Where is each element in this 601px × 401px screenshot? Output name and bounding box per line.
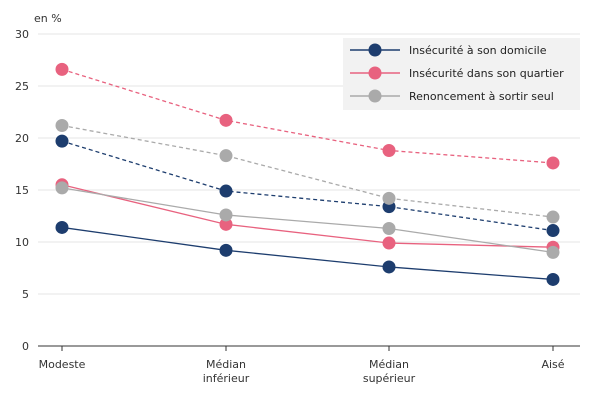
x-tick-label: Médian supérieur xyxy=(363,358,416,385)
data-point xyxy=(382,260,396,274)
data-point xyxy=(219,243,233,257)
legend: Insécurité à son domicile Insécurité dans… xyxy=(343,38,580,110)
data-point xyxy=(219,208,233,222)
data-point xyxy=(55,220,69,234)
y-tick-label: 0 xyxy=(22,340,29,353)
data-point xyxy=(546,272,560,286)
data-point xyxy=(55,134,69,148)
data-point xyxy=(382,143,396,157)
data-point xyxy=(546,210,560,224)
data-point xyxy=(382,236,396,250)
y-tick-label: 25 xyxy=(15,80,29,93)
data-point xyxy=(55,62,69,76)
y-tick-label: 10 xyxy=(15,236,29,249)
data-point xyxy=(382,191,396,205)
y-axis-ticks: 0 5 10 15 20 25 30 xyxy=(15,28,29,353)
y-tick-label: 15 xyxy=(15,184,29,197)
series-line xyxy=(61,184,554,248)
x-axis-ticks: Modeste Médian inférieur Médian supérieur Ais… xyxy=(39,346,565,385)
data-point xyxy=(55,181,69,195)
data-point xyxy=(546,224,560,238)
series-line xyxy=(61,68,554,164)
legend-label: Insécurité à son domicile xyxy=(409,44,547,57)
x-tick-label: Médian inférieur xyxy=(203,358,250,385)
legend-marker xyxy=(368,89,382,103)
series-line xyxy=(61,187,554,254)
y-unit-label: en % xyxy=(34,12,62,25)
data-point xyxy=(382,221,396,235)
series-line xyxy=(61,226,554,281)
legend-marker xyxy=(368,66,382,80)
data-point xyxy=(55,119,69,133)
data-point xyxy=(546,156,560,170)
y-tick-label: 20 xyxy=(15,132,29,145)
legend-label: Renoncement à sortir seul xyxy=(409,90,554,103)
series-group xyxy=(55,62,560,286)
series-line xyxy=(61,140,554,232)
legend-label: Insécurité dans son quartier xyxy=(409,67,564,80)
data-point xyxy=(219,184,233,198)
x-tick-label: Modeste xyxy=(39,358,86,371)
legend-marker xyxy=(368,43,382,57)
data-point xyxy=(219,217,233,231)
x-tick-label: Aisé xyxy=(541,358,564,371)
data-point xyxy=(219,149,233,163)
data-point xyxy=(219,113,233,127)
series-line xyxy=(61,124,554,218)
data-point xyxy=(546,245,560,259)
y-tick-label: 5 xyxy=(22,288,29,301)
y-tick-label: 30 xyxy=(15,28,29,41)
gridlines xyxy=(38,33,580,347)
